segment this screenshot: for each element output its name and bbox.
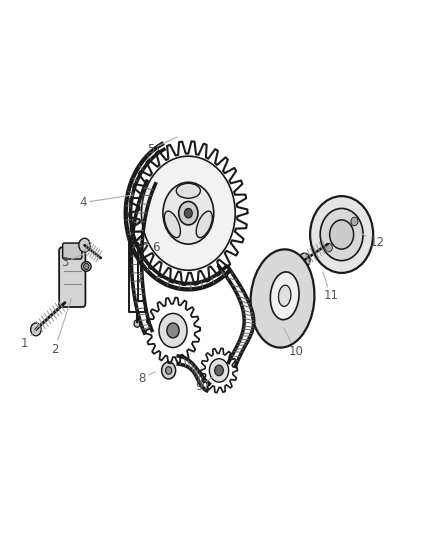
Text: 10: 10 [284, 328, 303, 358]
Circle shape [209, 359, 229, 382]
Ellipse shape [279, 285, 291, 306]
Ellipse shape [251, 249, 314, 348]
Ellipse shape [270, 272, 299, 320]
Circle shape [141, 156, 235, 270]
Circle shape [166, 367, 172, 374]
FancyBboxPatch shape [63, 243, 82, 259]
Circle shape [351, 217, 358, 225]
Circle shape [79, 238, 90, 252]
Text: 5: 5 [148, 137, 177, 156]
Text: 4: 4 [79, 195, 133, 209]
Ellipse shape [196, 211, 212, 238]
Circle shape [162, 362, 176, 379]
Circle shape [215, 365, 223, 376]
Circle shape [299, 253, 310, 267]
Circle shape [159, 313, 187, 348]
Text: 3: 3 [61, 254, 83, 269]
Ellipse shape [81, 262, 91, 271]
Text: 1: 1 [20, 325, 40, 350]
Circle shape [84, 263, 89, 270]
Ellipse shape [164, 211, 180, 238]
Circle shape [184, 208, 192, 218]
Circle shape [167, 323, 179, 338]
Text: 12: 12 [361, 233, 384, 249]
Text: 2: 2 [51, 298, 71, 356]
Circle shape [320, 208, 363, 261]
Ellipse shape [176, 183, 200, 198]
Circle shape [330, 220, 353, 249]
Circle shape [134, 320, 140, 327]
Circle shape [310, 196, 373, 273]
Text: 11: 11 [323, 272, 338, 302]
Text: 7: 7 [136, 273, 144, 286]
Circle shape [325, 244, 332, 252]
Text: 6: 6 [145, 241, 159, 254]
Circle shape [31, 323, 41, 336]
Circle shape [179, 201, 198, 225]
Text: 8: 8 [139, 372, 155, 385]
Text: 9: 9 [195, 377, 212, 393]
Circle shape [163, 182, 214, 244]
FancyBboxPatch shape [59, 247, 85, 307]
